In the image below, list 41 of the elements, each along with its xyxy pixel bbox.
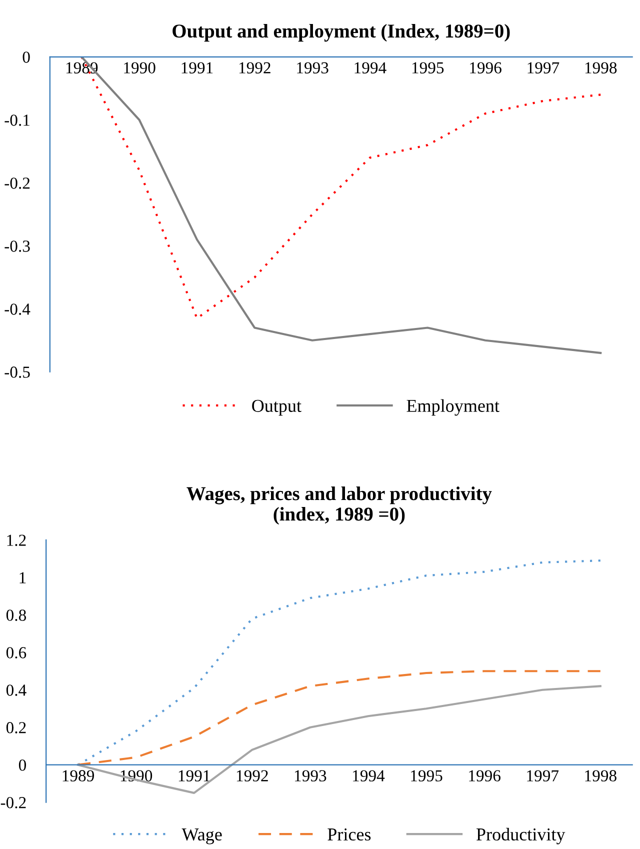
x-tick-label: 1994 bbox=[353, 770, 385, 782]
y-tick-label: -0.2 bbox=[0, 797, 26, 808]
x-tick-label: 1998 bbox=[585, 770, 616, 782]
x-tick-label: 1993 bbox=[297, 62, 328, 74]
x-tick-label: 1995 bbox=[411, 770, 442, 782]
x-tick-label: 1989 bbox=[62, 770, 94, 782]
x-tick-label: 1994 bbox=[354, 62, 386, 74]
x-tick-label: 1990 bbox=[124, 62, 156, 74]
x-tick-label: 1991 bbox=[182, 62, 213, 74]
y-tick-label: -0.3 bbox=[4, 240, 30, 252]
legend-label: Employment bbox=[406, 399, 500, 416]
chart-title: Output and employment (Index, 1989=0) bbox=[172, 24, 510, 42]
x-tick-label: 1993 bbox=[294, 770, 326, 782]
y-tick-label: 1.2 bbox=[7, 534, 26, 546]
y-tick-label: -0.5 bbox=[4, 366, 30, 378]
y-tick-label: 1 bbox=[20, 572, 26, 584]
legend-label: Wage bbox=[182, 828, 222, 844]
y-tick-label: 0.6 bbox=[6, 647, 26, 658]
x-tick-label: 1997 bbox=[527, 770, 559, 782]
x-tick-label: 1995 bbox=[412, 62, 444, 74]
y-tick-label: -0.2 bbox=[4, 178, 30, 189]
x-tick-label: 1998 bbox=[585, 62, 617, 74]
legend-label: Productivity bbox=[476, 828, 566, 844]
x-tick-label: 1996 bbox=[469, 770, 500, 782]
x-tick-label: 1996 bbox=[470, 62, 502, 74]
x-tick-label: 1997 bbox=[528, 62, 560, 74]
x-tick-label: 1991 bbox=[178, 770, 210, 782]
y-tick-label: -0.1 bbox=[4, 114, 30, 126]
line-series bbox=[76, 670, 602, 766]
y-tick-label: -0.4 bbox=[4, 304, 30, 315]
y-tick-label: 0 bbox=[22, 52, 30, 63]
x-tick-label: 1992 bbox=[236, 770, 268, 782]
y-tick-label: 0.2 bbox=[6, 722, 26, 734]
chart-title: Wages, prices and labor productivity (index, 1989 =0) bbox=[186, 486, 492, 525]
y-tick-label: 0 bbox=[18, 760, 26, 771]
x-tick-label: 1992 bbox=[239, 62, 270, 74]
y-tick-label: 0.4 bbox=[6, 684, 26, 696]
legend-label: Output bbox=[252, 400, 302, 416]
y-tick-label: 0.8 bbox=[6, 610, 26, 621]
line-series bbox=[76, 560, 602, 766]
legend-label: Prices bbox=[328, 828, 371, 841]
